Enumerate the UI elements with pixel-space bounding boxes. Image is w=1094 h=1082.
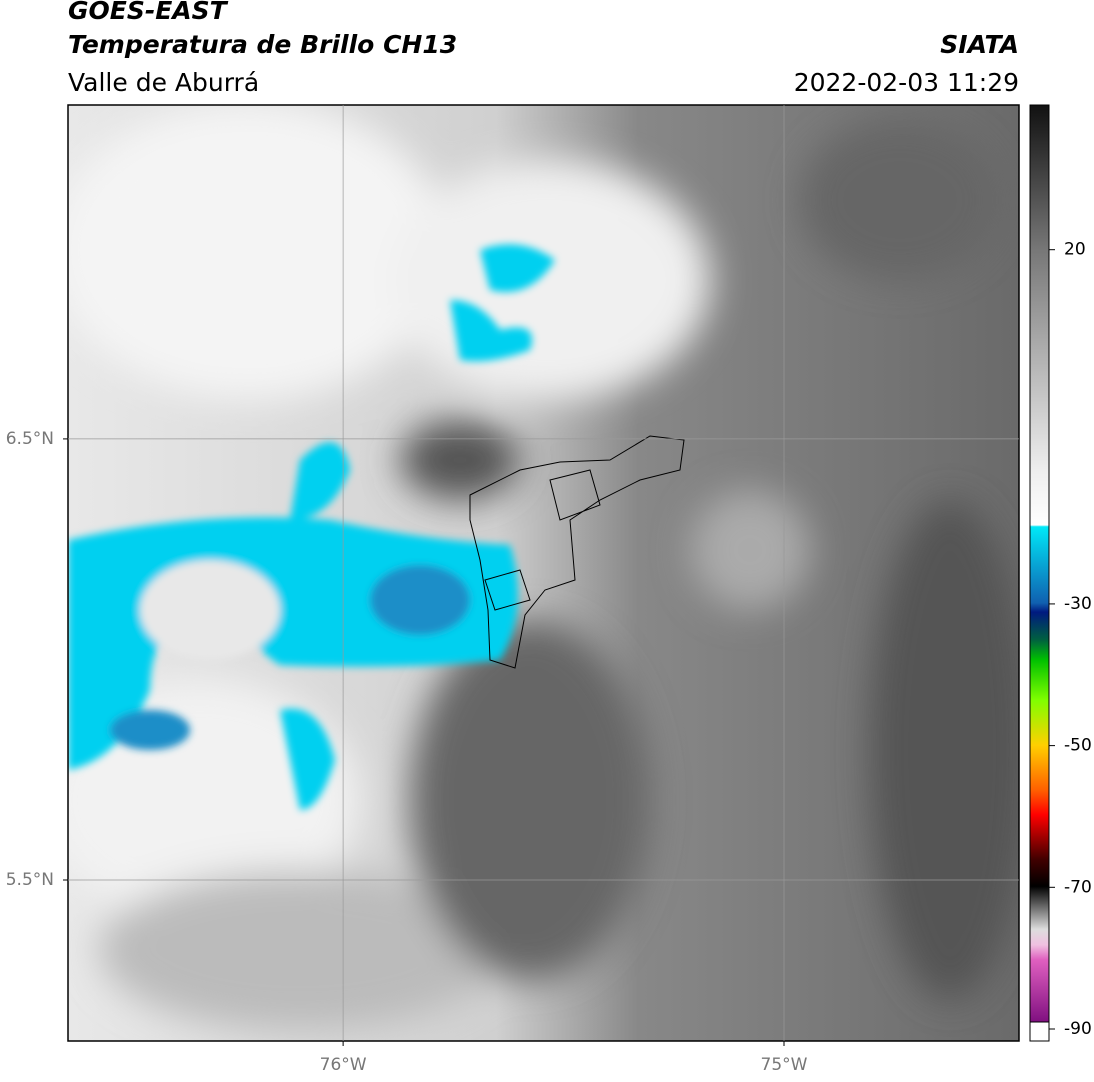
x-tick-label: 76°W [320, 1055, 367, 1075]
source: SIATA [940, 30, 1019, 59]
y-tick-label: 6.5°N [6, 429, 54, 449]
timestamp: 2022-02-03 11:29 [794, 68, 1019, 97]
colorbar-tick-label: 20 [1064, 240, 1086, 260]
colorbar-tick-label: -70 [1064, 877, 1092, 897]
satellite: GOES-EAST [68, 0, 229, 25]
x-tick-label: 75°W [761, 1055, 808, 1075]
map-frame [67, 104, 1020, 1042]
colorbar-tick-label: -30 [1064, 594, 1092, 614]
satellite-image [68, 105, 1019, 1041]
colorbar-tick-label: -50 [1064, 736, 1092, 756]
y-tick-label: 5.5°N [6, 870, 54, 890]
region: Valle de Aburrá [68, 68, 259, 97]
product: Temperatura de Brillo CH13 [68, 30, 457, 59]
colorbar-frame [1029, 104, 1050, 1042]
colorbar-tick-label: -90 [1064, 1019, 1092, 1039]
colorbar-under [1029, 1021, 1050, 1042]
colorbar [1030, 105, 1049, 1022]
